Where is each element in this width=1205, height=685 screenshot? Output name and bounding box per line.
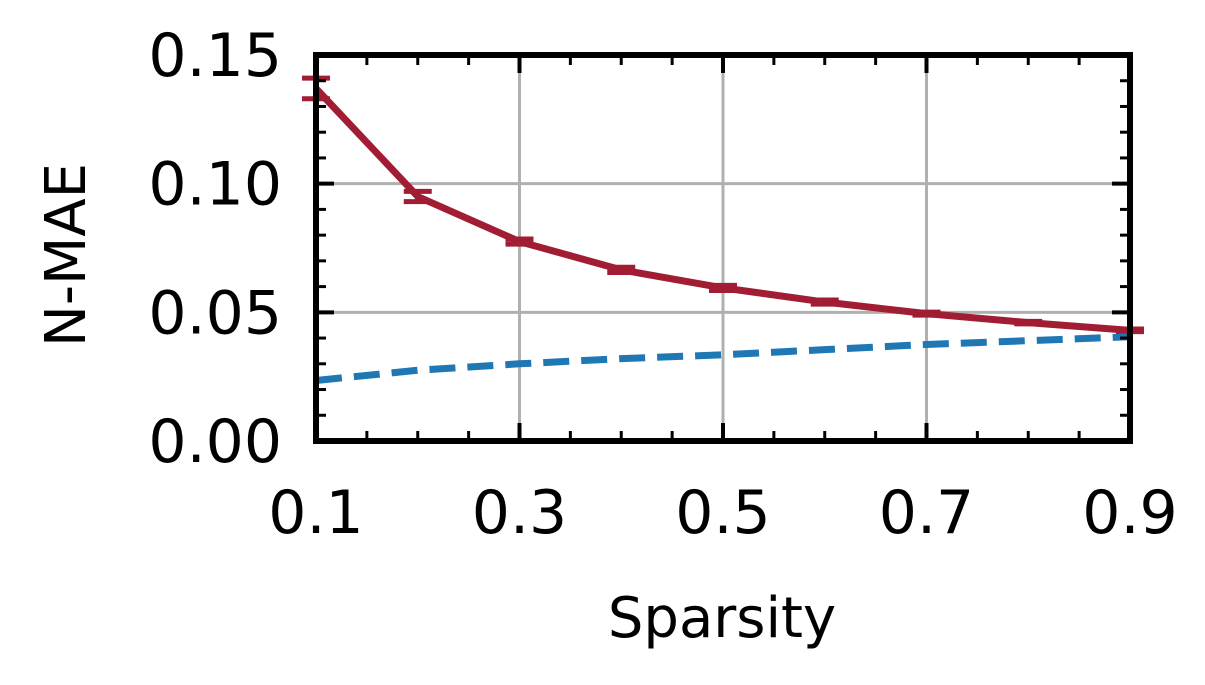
tick-labels: 0.1 0.3 0.5 0.7 0.9 0.00 0.05 0.10 0.15 — [148, 21, 1177, 548]
plot-frame — [313, 52, 1133, 444]
x-tick-label: 0.9 — [1082, 478, 1177, 548]
y-tick-label: 0.00 — [148, 407, 282, 477]
y-tick-label: 0.05 — [148, 278, 282, 348]
y-axis-label: N-MAE — [34, 163, 99, 347]
x-axis-label: Sparsity — [608, 586, 836, 651]
x-tick-label: 0.5 — [675, 478, 770, 548]
series-2-line — [315, 333, 1131, 385]
x-tick-label: 0.7 — [879, 478, 974, 548]
y-tick-label: 0.15 — [148, 21, 282, 91]
grid-lines — [316, 55, 1130, 441]
x-tick-label: 0.3 — [472, 478, 567, 548]
series-layer — [302, 75, 1144, 385]
y-tick-label: 0.10 — [148, 150, 282, 220]
x-tick-label: 0.1 — [268, 478, 363, 548]
